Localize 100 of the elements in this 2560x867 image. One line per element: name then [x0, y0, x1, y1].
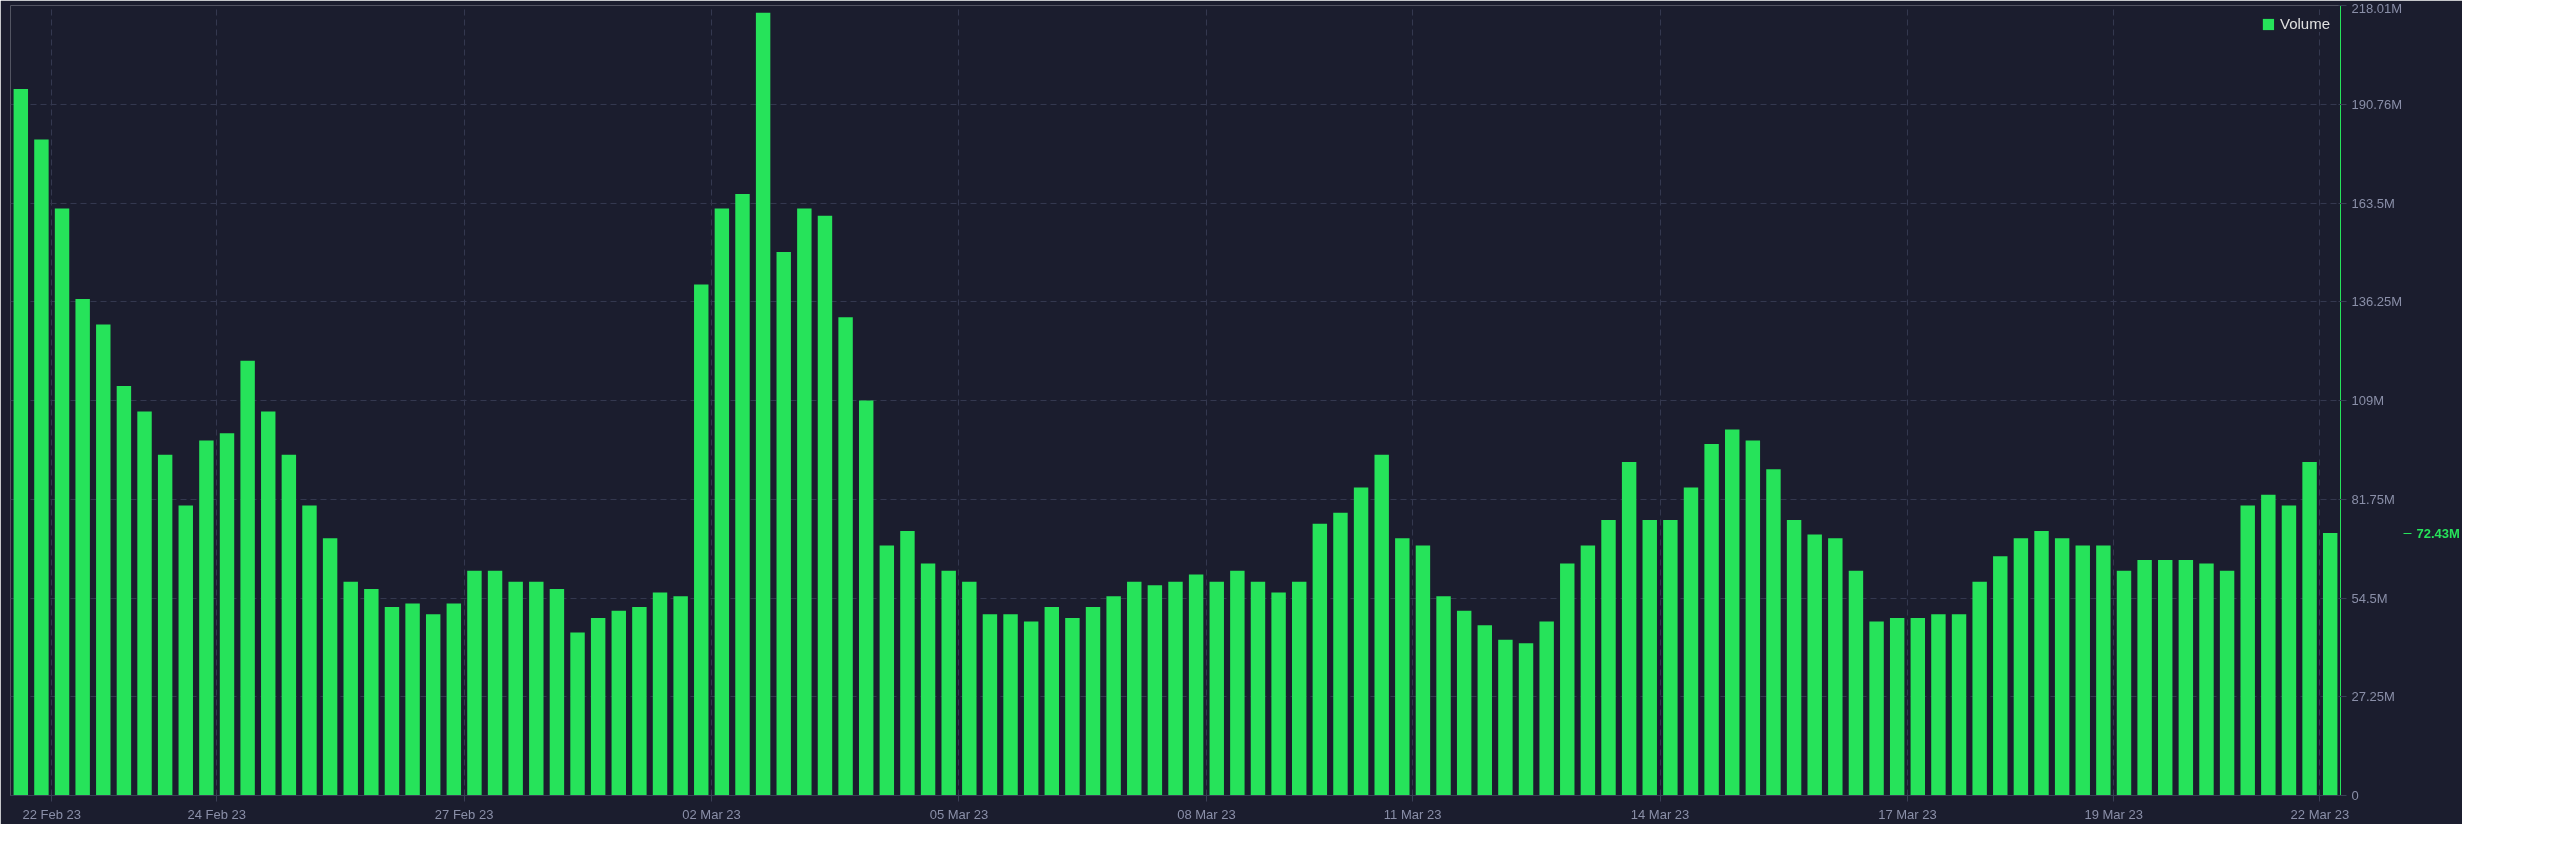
bar — [2178, 559, 2194, 796]
x-tick-label: 11 Mar 23 — [1383, 806, 1442, 822]
bar — [1188, 574, 1204, 796]
text: 72.43M — [2416, 525, 2460, 541]
bar — [1580, 545, 1596, 796]
bar — [920, 563, 936, 796]
bar — [1560, 563, 1575, 796]
bar — [900, 530, 915, 796]
bar — [549, 588, 565, 796]
bar — [240, 360, 255, 796]
bar — [1312, 523, 1328, 796]
bar — [1271, 592, 1286, 796]
bar — [1828, 538, 1843, 796]
bar — [1498, 639, 1513, 796]
bar — [1230, 570, 1245, 796]
y-tick-label: 81.75M — [2351, 491, 2395, 507]
bar — [1456, 610, 1472, 796]
bar — [384, 607, 400, 796]
bar — [1395, 538, 1410, 796]
x-tick-label: 22 Feb 23 — [22, 806, 82, 822]
bar — [2281, 505, 2297, 796]
bar — [2075, 545, 2090, 796]
bar — [2261, 494, 2276, 796]
y-tick-label: 27.25M — [2351, 689, 2395, 705]
y-tick-label: 136.25M — [2351, 294, 2403, 310]
x-tick-label: 17 Mar 23 — [1878, 806, 1937, 822]
bar — [838, 317, 853, 796]
bar — [322, 538, 338, 796]
x-tick-label: 19 Mar 23 — [2084, 806, 2143, 822]
x-tick-label: 02 Mar 23 — [682, 806, 741, 822]
bar — [1333, 512, 1348, 796]
bar — [962, 581, 977, 796]
bar — [2158, 559, 2173, 796]
bar — [1127, 581, 1142, 796]
bar — [1848, 570, 1864, 796]
bar — [281, 454, 297, 796]
y-tick-label: 218.01M — [2351, 0, 2403, 16]
bar — [261, 411, 276, 796]
bar — [302, 505, 317, 796]
bar — [694, 284, 709, 796]
bar — [508, 581, 523, 796]
bar — [34, 139, 49, 796]
bar — [199, 440, 214, 796]
bar — [96, 324, 111, 796]
bar — [714, 208, 730, 796]
y-tick-label: 54.5M — [2351, 590, 2388, 606]
bar — [776, 251, 791, 796]
bar — [1044, 607, 1059, 796]
bar — [2054, 538, 2070, 796]
bar — [1704, 444, 1719, 796]
bar — [1168, 581, 1183, 796]
bar — [1292, 581, 1307, 796]
x-tick-label: 05 Mar 23 — [929, 806, 989, 822]
bar — [2096, 545, 2111, 796]
bar — [137, 411, 152, 796]
x-tick-label: 22 Mar 23 — [2290, 806, 2350, 822]
bar — [405, 603, 420, 796]
bar — [467, 570, 482, 796]
bar — [1436, 596, 1451, 796]
bar — [1477, 625, 1493, 796]
y-tick-label: 109M — [2351, 393, 2385, 409]
bar — [673, 596, 688, 796]
bar — [2302, 462, 2317, 796]
x-tick-label: 08 Mar 23 — [1177, 806, 1236, 822]
bar — [1807, 534, 1822, 796]
bar — [1869, 621, 1884, 796]
bar — [446, 603, 462, 796]
bar — [1250, 581, 1266, 796]
bar — [2219, 570, 2235, 796]
bar — [529, 581, 544, 796]
bar — [1725, 429, 1740, 796]
bar — [1993, 556, 2008, 796]
bar — [364, 588, 379, 796]
bar — [1003, 614, 1018, 796]
bar — [797, 208, 812, 796]
x-tick-label: 14 Mar 23 — [1630, 806, 1690, 822]
bar — [1621, 462, 1637, 796]
x-tick-label: 27 Feb 23 — [434, 806, 494, 822]
bar — [2116, 570, 2132, 796]
bar — [178, 505, 193, 796]
bar — [1147, 585, 1163, 796]
bar — [1106, 596, 1121, 796]
bar — [941, 570, 956, 796]
y-tick-label: 163.5M — [2351, 195, 2395, 211]
bar — [1745, 440, 1761, 796]
bar — [1972, 581, 1987, 796]
y-tick-label: 0 — [2351, 788, 2359, 803]
bar — [1415, 545, 1431, 796]
bar — [1518, 643, 1534, 796]
bar — [632, 607, 647, 796]
bar — [652, 592, 668, 796]
bar — [1910, 617, 1926, 796]
bar — [1085, 607, 1101, 796]
bar — [611, 610, 626, 796]
bar — [1353, 487, 1369, 796]
bar — [2137, 559, 2152, 796]
bar — [1374, 454, 1389, 796]
bar — [1539, 621, 1554, 796]
bar — [54, 208, 70, 796]
bar — [1786, 520, 1802, 796]
